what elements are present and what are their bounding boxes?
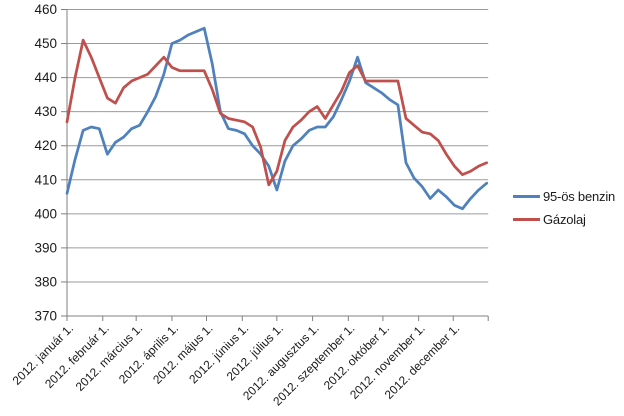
legend-item-gazolaj[interactable]: Gázolaj xyxy=(513,212,615,227)
y-axis-label: 430 xyxy=(34,104,57,119)
series-line-gazolaj xyxy=(65,38,489,187)
gazolaj-line-sample xyxy=(513,218,540,221)
y-axis-label: 420 xyxy=(34,138,57,153)
y-axis-label: 460 xyxy=(34,2,57,17)
y-axis-label: 380 xyxy=(34,274,57,289)
y-axis-label: 370 xyxy=(34,309,57,324)
y-axis-label: 400 xyxy=(34,206,57,221)
y-axis-label: 390 xyxy=(34,240,57,255)
legend: 95-ös benzin Gázolaj xyxy=(513,189,615,227)
y-axis-label: 440 xyxy=(34,70,57,85)
series-line-benzin xyxy=(65,26,489,211)
x-axis-label: 2012. január 1. xyxy=(10,321,77,388)
y-axis-label: 450 xyxy=(34,36,57,51)
x-axis-label: 2012. május 1. xyxy=(150,321,216,387)
legend-label-benzin: 95-ös benzin xyxy=(543,189,616,204)
legend-item-benzin[interactable]: 95-ös benzin xyxy=(513,189,615,204)
y-axis-label: 410 xyxy=(34,172,57,187)
benzin-line-sample xyxy=(513,195,540,198)
legend-label-gazolaj: Gázolaj xyxy=(543,212,586,227)
